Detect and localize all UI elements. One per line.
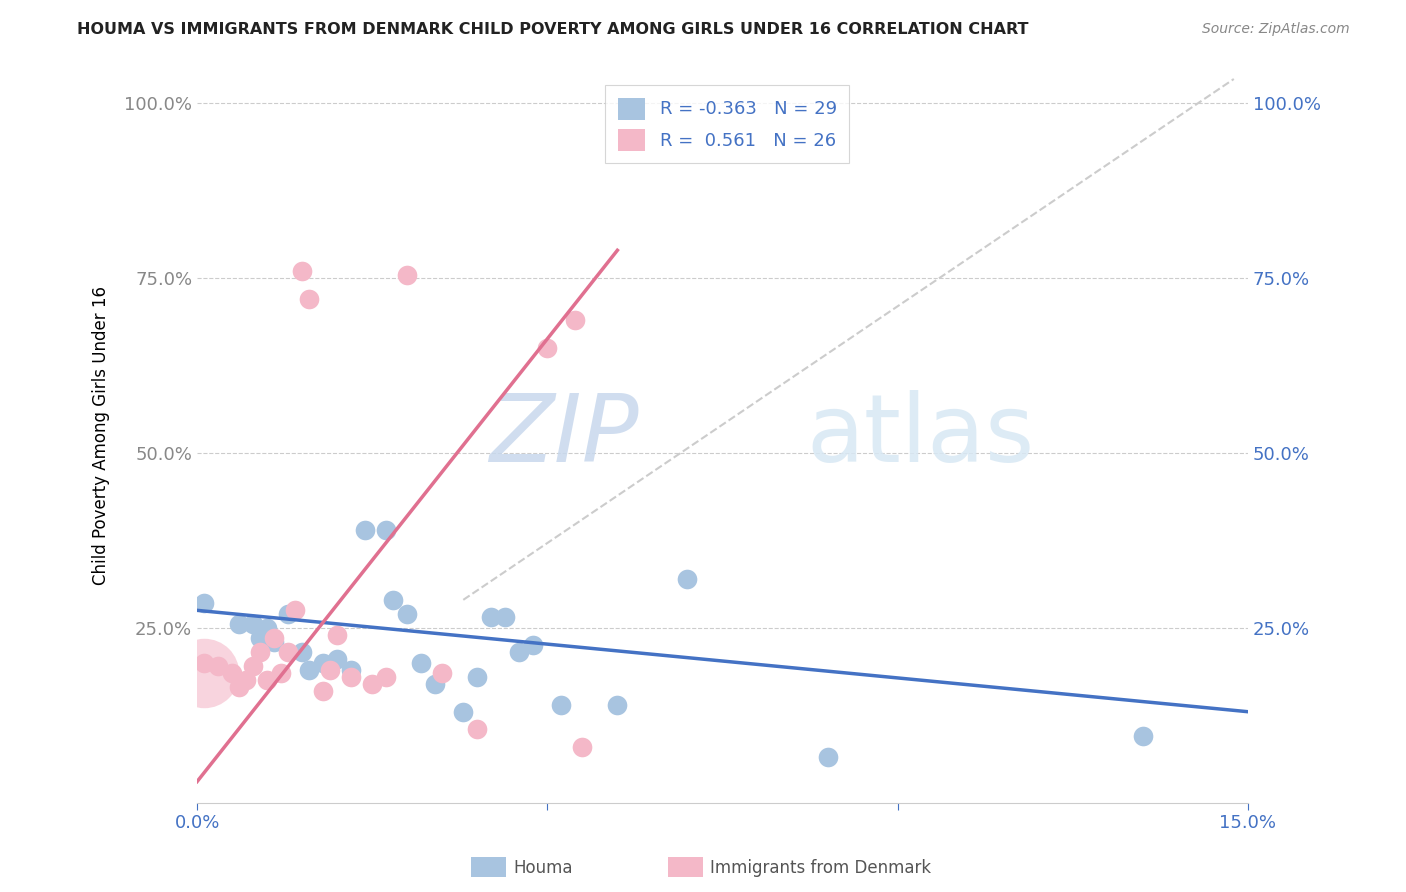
Text: HOUMA VS IMMIGRANTS FROM DENMARK CHILD POVERTY AMONG GIRLS UNDER 16 CORRELATION : HOUMA VS IMMIGRANTS FROM DENMARK CHILD P… xyxy=(77,22,1029,37)
Point xyxy=(312,683,335,698)
Point xyxy=(396,607,419,621)
Point xyxy=(326,628,349,642)
Point xyxy=(382,592,405,607)
Point xyxy=(312,656,335,670)
Point xyxy=(263,635,285,649)
Point xyxy=(571,739,593,754)
Text: ZIP: ZIP xyxy=(489,390,638,481)
Point xyxy=(340,670,363,684)
Point xyxy=(676,572,699,586)
Point xyxy=(284,603,307,617)
Point xyxy=(242,659,264,673)
Point xyxy=(193,596,215,610)
Point xyxy=(411,656,433,670)
Point xyxy=(425,677,447,691)
Point xyxy=(1132,729,1154,743)
Point xyxy=(249,632,271,646)
Point xyxy=(277,607,299,621)
Text: atlas: atlas xyxy=(807,390,1035,482)
Point xyxy=(249,645,271,659)
Point xyxy=(228,617,250,632)
Point xyxy=(221,666,243,681)
Point xyxy=(361,677,384,691)
Point xyxy=(494,610,516,624)
Point xyxy=(298,292,321,306)
Point xyxy=(465,670,488,684)
Point xyxy=(228,680,250,694)
Point xyxy=(340,663,363,677)
Text: Immigrants from Denmark: Immigrants from Denmark xyxy=(710,859,931,877)
Point xyxy=(256,673,278,688)
Point xyxy=(479,610,502,624)
Point xyxy=(263,632,285,646)
Point xyxy=(291,645,314,659)
Text: Source: ZipAtlas.com: Source: ZipAtlas.com xyxy=(1202,22,1350,37)
Legend: R = -0.363   N = 29, R =  0.561   N = 26: R = -0.363 N = 29, R = 0.561 N = 26 xyxy=(606,85,849,163)
Point xyxy=(354,523,377,537)
Point xyxy=(242,617,264,632)
Point xyxy=(465,722,488,736)
Point xyxy=(256,621,278,635)
Point xyxy=(193,666,215,681)
Point xyxy=(550,698,572,712)
Point xyxy=(375,523,398,537)
Point xyxy=(606,698,628,712)
Point xyxy=(817,750,839,764)
Point xyxy=(564,313,586,327)
Point xyxy=(432,666,454,681)
Point xyxy=(207,659,229,673)
Point xyxy=(291,264,314,278)
Point xyxy=(319,663,342,677)
Point xyxy=(298,663,321,677)
Point xyxy=(277,645,299,659)
Text: Houma: Houma xyxy=(513,859,572,877)
Point xyxy=(536,341,558,355)
Point xyxy=(375,670,398,684)
Point xyxy=(522,638,544,652)
Point xyxy=(235,673,257,688)
Point xyxy=(508,645,530,659)
Point xyxy=(193,656,215,670)
Point xyxy=(270,666,292,681)
Point xyxy=(451,705,474,719)
Point xyxy=(396,268,419,282)
Y-axis label: Child Poverty Among Girls Under 16: Child Poverty Among Girls Under 16 xyxy=(93,286,110,585)
Point xyxy=(326,652,349,666)
